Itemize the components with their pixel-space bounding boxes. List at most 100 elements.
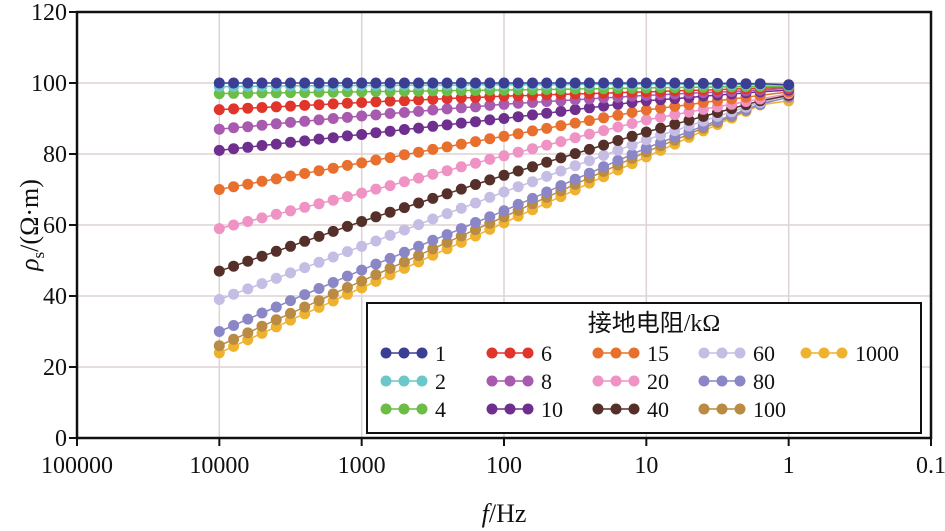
- data-point: [413, 197, 425, 209]
- data-point: [598, 139, 610, 151]
- data-point: [455, 77, 467, 89]
- data-point: [313, 114, 325, 126]
- data-point: [356, 97, 368, 108]
- legend-item-2: 2: [380, 369, 446, 394]
- legend-box: [366, 302, 922, 434]
- data-point: [527, 109, 538, 121]
- data-point: [669, 109, 681, 121]
- data-point: [697, 77, 709, 89]
- data-point: [498, 130, 510, 142]
- data-point: [270, 77, 282, 89]
- data-point: [313, 295, 325, 307]
- legend-label: 15: [647, 341, 669, 366]
- data-point: [427, 120, 439, 132]
- data-point: [356, 77, 368, 89]
- data-point: [356, 275, 368, 287]
- data-point: [370, 109, 382, 121]
- data-point: [626, 139, 638, 151]
- legend-label: 4: [435, 397, 446, 422]
- series-line-10: [219, 89, 789, 152]
- data-point: [398, 77, 410, 89]
- data-point: [299, 201, 311, 213]
- data-point: [384, 152, 396, 164]
- data-point: [384, 180, 396, 192]
- legend-swatch-marker: [628, 347, 640, 359]
- data-point: [228, 260, 240, 272]
- data-point: [327, 277, 339, 288]
- legend-swatch-marker: [734, 403, 746, 415]
- legend-swatch-marker: [398, 403, 410, 415]
- data-point: [299, 301, 311, 313]
- data-point: [370, 77, 382, 89]
- data-point: [640, 77, 652, 89]
- legend-swatch-marker: [522, 375, 534, 387]
- legend-label: 10: [541, 397, 563, 422]
- data-point: [455, 138, 467, 150]
- data-point: [327, 251, 339, 263]
- data-point: [669, 118, 681, 130]
- data-point: [242, 216, 254, 227]
- legend-item-40: 40: [592, 397, 669, 422]
- data-point: [398, 124, 410, 135]
- data-point: [327, 113, 339, 124]
- legend-swatch-marker: [380, 347, 392, 359]
- data-point: [285, 240, 296, 252]
- data-point: [655, 102, 667, 114]
- x-tick-label: 100: [486, 453, 522, 479]
- data-point: [512, 77, 524, 89]
- legend-swatch-marker: [698, 347, 710, 359]
- legend-item-80: 80: [698, 369, 775, 394]
- data-point: [640, 126, 652, 138]
- legend-item-1: 1: [380, 341, 446, 366]
- data-point: [228, 122, 240, 134]
- data-point: [256, 77, 268, 89]
- data-point: [398, 107, 410, 118]
- data-point: [626, 148, 638, 160]
- data-point: [484, 133, 496, 145]
- data-point: [270, 208, 282, 220]
- data-point: [626, 118, 638, 129]
- data-point: [356, 187, 368, 199]
- legend-swatch-marker: [698, 403, 710, 415]
- series-layer: [213, 77, 795, 359]
- data-point: [569, 132, 581, 144]
- data-point: [228, 143, 240, 155]
- data-point: [327, 132, 339, 144]
- y-axis: 0 20 40 60 80 100 120: [31, 0, 77, 452]
- data-point: [441, 208, 453, 220]
- data-point: [569, 104, 581, 116]
- data-point: [341, 159, 353, 171]
- legend-item-100: 100: [698, 397, 786, 422]
- data-point: [370, 127, 382, 139]
- legend-swatch-marker: [416, 347, 428, 359]
- data-point: [228, 181, 240, 193]
- legend-label: 60: [753, 341, 775, 366]
- legend-swatch-marker: [380, 403, 392, 415]
- data-point: [228, 219, 240, 231]
- y-tick-label: 60: [43, 213, 67, 239]
- data-point: [213, 294, 225, 305]
- data-point: [569, 160, 581, 172]
- data-point: [270, 301, 282, 313]
- data-point: [370, 154, 382, 166]
- data-point: [341, 246, 353, 258]
- data-point: [213, 340, 225, 352]
- data-point: [612, 109, 624, 121]
- data-point: [398, 256, 410, 268]
- data-point: [441, 236, 453, 248]
- legend-label: 1: [435, 341, 446, 366]
- data-point: [413, 250, 425, 261]
- data-point: [541, 186, 553, 198]
- data-point: [398, 176, 410, 188]
- series-1: [213, 77, 795, 91]
- x-tick-label: 0.1: [916, 453, 945, 479]
- data-point: [313, 256, 325, 268]
- legend-swatch-marker: [628, 375, 640, 387]
- data-point: [541, 77, 553, 89]
- data-point: [498, 169, 510, 181]
- data-point: [370, 235, 382, 247]
- data-point: [583, 115, 595, 127]
- data-point: [626, 77, 638, 89]
- legend-swatch-marker: [592, 375, 604, 387]
- data-point: [541, 156, 553, 168]
